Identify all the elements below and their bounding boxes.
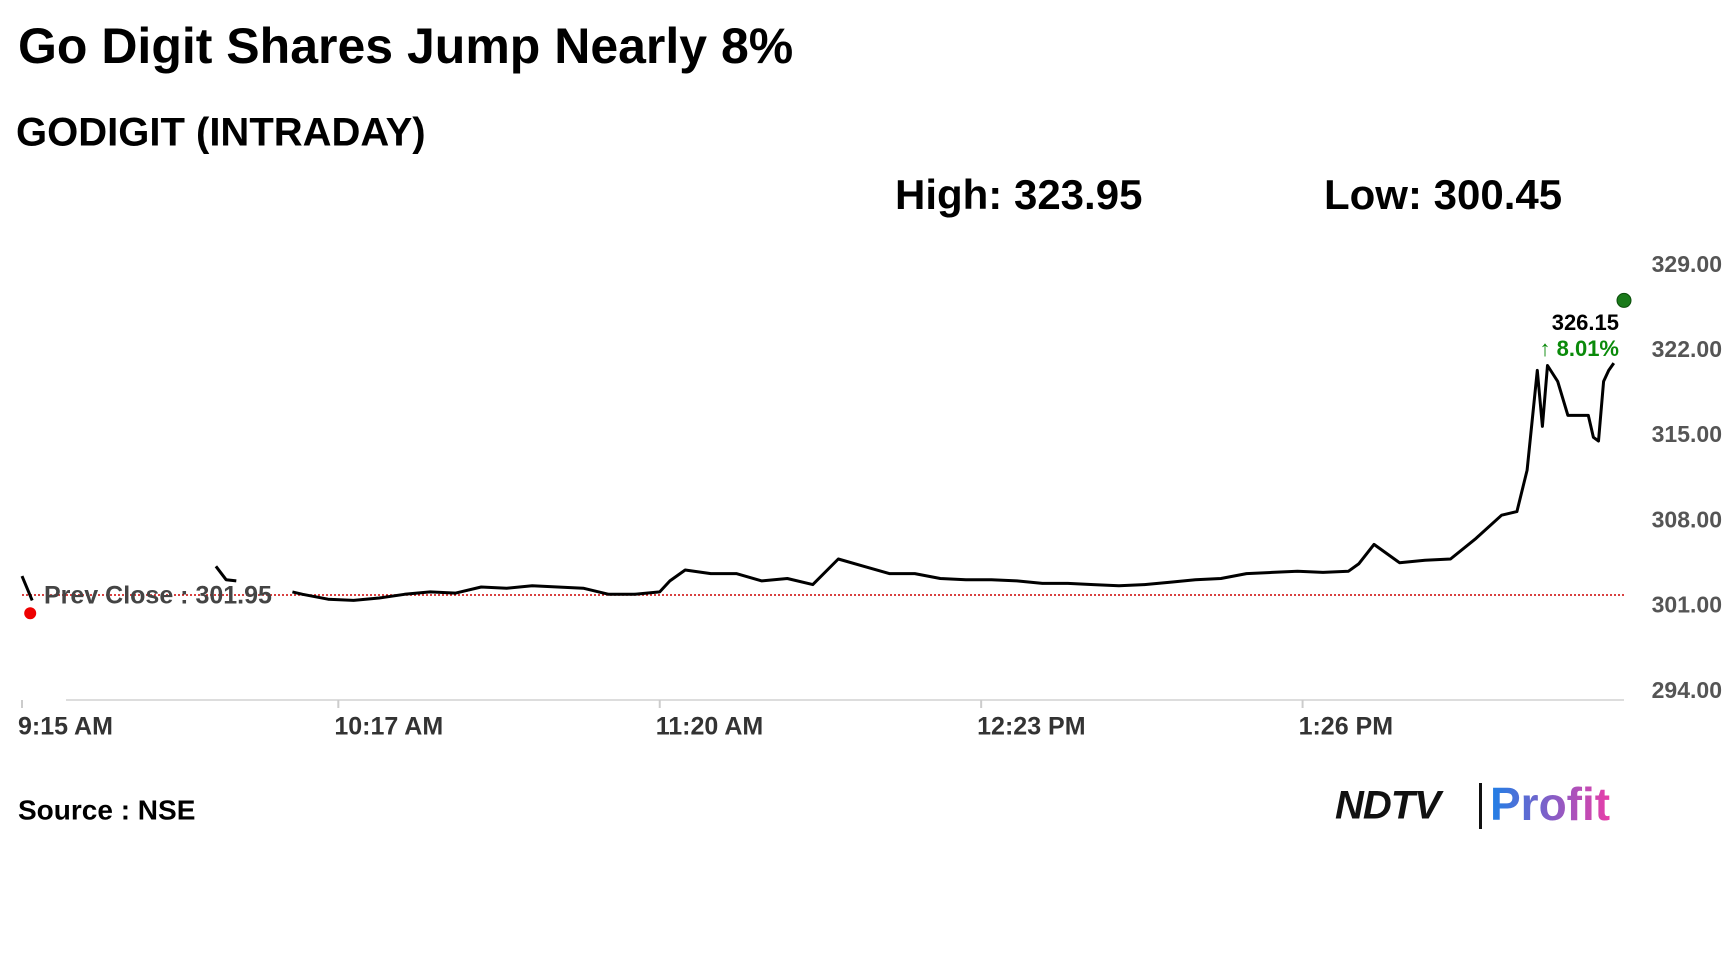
last-price-label: 326.15: [1552, 310, 1619, 335]
y-tick-label: 322.00: [1652, 336, 1722, 362]
y-tick-label: 294.00: [1652, 677, 1722, 703]
x-tick-label: 11:20 AM: [656, 713, 763, 741]
y-tick-label: 315.00: [1652, 421, 1722, 447]
last-marker: [1616, 292, 1632, 308]
chart-title: Go Digit Shares Jump Nearly 8%: [18, 18, 793, 74]
chart-subtitle: GODIGIT (INTRADAY): [16, 111, 426, 155]
low-label: Low: 300.45: [1324, 171, 1562, 218]
x-tick-label: 1:26 PM: [1299, 713, 1393, 741]
logo-divider: [1479, 783, 1482, 829]
high-label: High: 323.95: [895, 171, 1142, 218]
logo-left: NDTV: [1335, 784, 1444, 828]
x-tick-label: 12:23 PM: [977, 713, 1085, 741]
logo-right: Profit: [1490, 778, 1610, 830]
logo: NDTV Profit: [1335, 778, 1610, 830]
y-tick-label: 329.00: [1652, 251, 1722, 277]
reference-label: Prev Close : 301.95: [44, 582, 272, 610]
x-tick-label: 10:17 AM: [334, 713, 443, 741]
x-tick-label: 9:15 AM: [18, 713, 113, 741]
y-tick-label: 308.00: [1652, 506, 1722, 532]
low-marker: [24, 607, 37, 620]
change-label: ↑ 8.01%: [1540, 336, 1620, 361]
y-tick-label: 301.00: [1652, 592, 1722, 618]
source: Source : NSE: [18, 794, 195, 825]
price-line: [20, 362, 1616, 602]
